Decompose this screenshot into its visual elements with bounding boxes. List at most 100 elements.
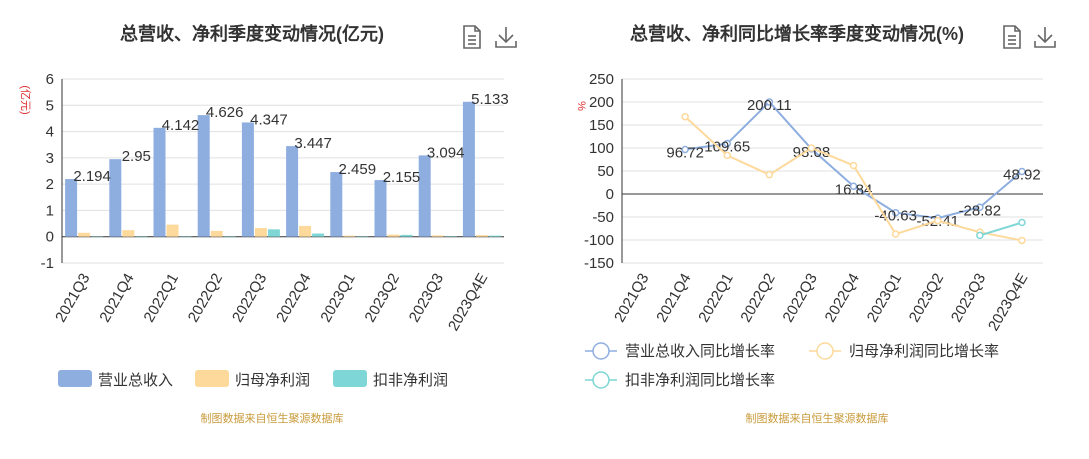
bar bbox=[65, 179, 78, 237]
bar bbox=[488, 235, 501, 237]
y-tick-label: 6 bbox=[46, 71, 54, 88]
bar bbox=[153, 127, 166, 237]
bar bbox=[444, 236, 457, 237]
x-tick-label: 2022Q1 bbox=[141, 271, 182, 326]
y-tick-label: -150 bbox=[584, 255, 614, 272]
data-point bbox=[1018, 236, 1026, 245]
y-tick-label: 200 bbox=[589, 94, 614, 111]
growth-rate-chart-panel: 总营收、净利同比增长率季度变动情况(%) -150 -100 -50 0 50 100 15… bbox=[545, 0, 1089, 459]
bar bbox=[223, 236, 236, 238]
bar bbox=[135, 236, 148, 238]
bar bbox=[197, 115, 210, 237]
data-label: -28.82 bbox=[959, 202, 1002, 219]
data-point bbox=[723, 139, 731, 148]
y-tick-label: 0 bbox=[46, 229, 54, 246]
y-tick-label: 5 bbox=[46, 97, 54, 114]
y-tick-label: 50 bbox=[597, 163, 614, 180]
chart-title: 总营收、净利同比增长率季度变动情况(%) bbox=[630, 24, 964, 44]
x-tick-label: 2023Q3 bbox=[406, 271, 447, 326]
data-label: 3.447 bbox=[294, 135, 332, 152]
y-tick-label: 3 bbox=[46, 150, 54, 167]
source-note: 制图数据来自恒生聚源数据库 bbox=[745, 413, 889, 425]
bar bbox=[166, 224, 179, 237]
data-label: 4.142 bbox=[162, 117, 200, 134]
data-point bbox=[681, 112, 689, 121]
data-label: 48.92 bbox=[1003, 166, 1041, 183]
data-label: 3.094 bbox=[427, 144, 465, 161]
y-tick-label: 4 bbox=[46, 124, 54, 141]
bar bbox=[299, 225, 312, 237]
x-tick-label: 2023Q2 bbox=[362, 271, 403, 326]
x-tick-label: 2023Q2 bbox=[906, 271, 947, 326]
bar bbox=[241, 122, 254, 237]
data-label: 2.459 bbox=[339, 161, 377, 178]
chart-title: 总营收、净利季度变动情况(亿元) bbox=[120, 24, 384, 44]
x-tick-label: 2023Q4E bbox=[985, 271, 1031, 334]
x-tick-label: 2021Q3 bbox=[52, 271, 93, 326]
bar bbox=[343, 235, 356, 237]
legend-label: 归母净利润 bbox=[235, 372, 310, 389]
data-point bbox=[723, 151, 731, 160]
document-icon[interactable] bbox=[1000, 24, 1024, 50]
x-tick-label: 2023Q3 bbox=[948, 271, 989, 326]
x-tick-label: 2023Q1 bbox=[317, 271, 358, 326]
legend-swatch bbox=[333, 370, 367, 387]
bar bbox=[312, 233, 325, 237]
data-point bbox=[891, 230, 900, 238]
x-tick-label: 2021Q4 bbox=[96, 271, 137, 326]
revenue-profit-chart-panel: 总营收、净利季度变动情况(亿元) -1 0 1 2 3 4 5 6 (亿元) 2.194 2.95 4… bbox=[0, 0, 544, 459]
bar bbox=[387, 234, 400, 237]
bar-chart: -1 0 1 2 3 4 5 6 (亿元) 2.194 2.95 4.142 4.626 4.347 3.4… bbox=[19, 71, 509, 389]
data-point bbox=[934, 216, 942, 225]
data-point bbox=[891, 208, 900, 217]
bar bbox=[462, 101, 475, 237]
data-point bbox=[849, 161, 858, 170]
data-point bbox=[681, 145, 689, 154]
data-label: -40.63 bbox=[874, 208, 917, 225]
x-tick-label: 2022Q2 bbox=[737, 271, 778, 326]
bar bbox=[418, 155, 431, 237]
bar bbox=[431, 235, 444, 237]
y-tick-label: 2 bbox=[46, 176, 54, 193]
y-tick-label: -100 bbox=[584, 232, 614, 249]
y-tick-label: 250 bbox=[589, 71, 614, 88]
x-tick-label: 2022Q1 bbox=[695, 271, 736, 326]
bar bbox=[109, 159, 122, 237]
download-icon[interactable] bbox=[1033, 24, 1057, 50]
legend-label: 扣非净利润同比增长率 bbox=[625, 372, 775, 389]
bar bbox=[210, 230, 223, 237]
document-icon[interactable] bbox=[460, 24, 484, 50]
data-label: 98.08 bbox=[793, 144, 831, 161]
data-label: 200.11 bbox=[747, 97, 792, 114]
x-tick-label: 2022Q3 bbox=[779, 271, 820, 326]
y-tick-label: -50 bbox=[592, 209, 614, 226]
x-tick-label: 2023Q1 bbox=[864, 271, 905, 326]
series-line bbox=[979, 221, 1023, 237]
x-tick-label: 2021Q4 bbox=[653, 271, 694, 326]
bar bbox=[356, 236, 369, 238]
bar bbox=[122, 230, 135, 237]
legend-label: 扣非净利润 bbox=[373, 372, 448, 389]
data-label: 4.347 bbox=[250, 111, 288, 128]
y-axis-label: (亿元) bbox=[19, 85, 32, 114]
bar bbox=[475, 235, 488, 237]
data-label: 2.95 bbox=[122, 148, 151, 165]
data-point bbox=[976, 203, 984, 212]
x-tick-label: 2022Q4 bbox=[822, 271, 863, 326]
legend-marker bbox=[816, 342, 834, 360]
legend-label: 归母净利润同比增长率 bbox=[849, 343, 999, 360]
data-point bbox=[765, 170, 774, 179]
legend-label: 营业总收入 bbox=[98, 372, 173, 389]
x-tick-label: 2022Q2 bbox=[185, 271, 226, 326]
data-label: 2.194 bbox=[73, 168, 111, 185]
bar bbox=[267, 229, 280, 237]
data-label: 4.626 bbox=[206, 104, 244, 121]
data-point bbox=[1018, 167, 1026, 176]
bar bbox=[330, 172, 343, 237]
data-label: 5.133 bbox=[471, 91, 509, 108]
x-tick-label: 2022Q3 bbox=[229, 271, 270, 326]
legend-swatch bbox=[58, 370, 92, 387]
data-point bbox=[765, 98, 774, 106]
data-label: 109.65 bbox=[704, 139, 750, 156]
download-icon[interactable] bbox=[494, 24, 518, 50]
